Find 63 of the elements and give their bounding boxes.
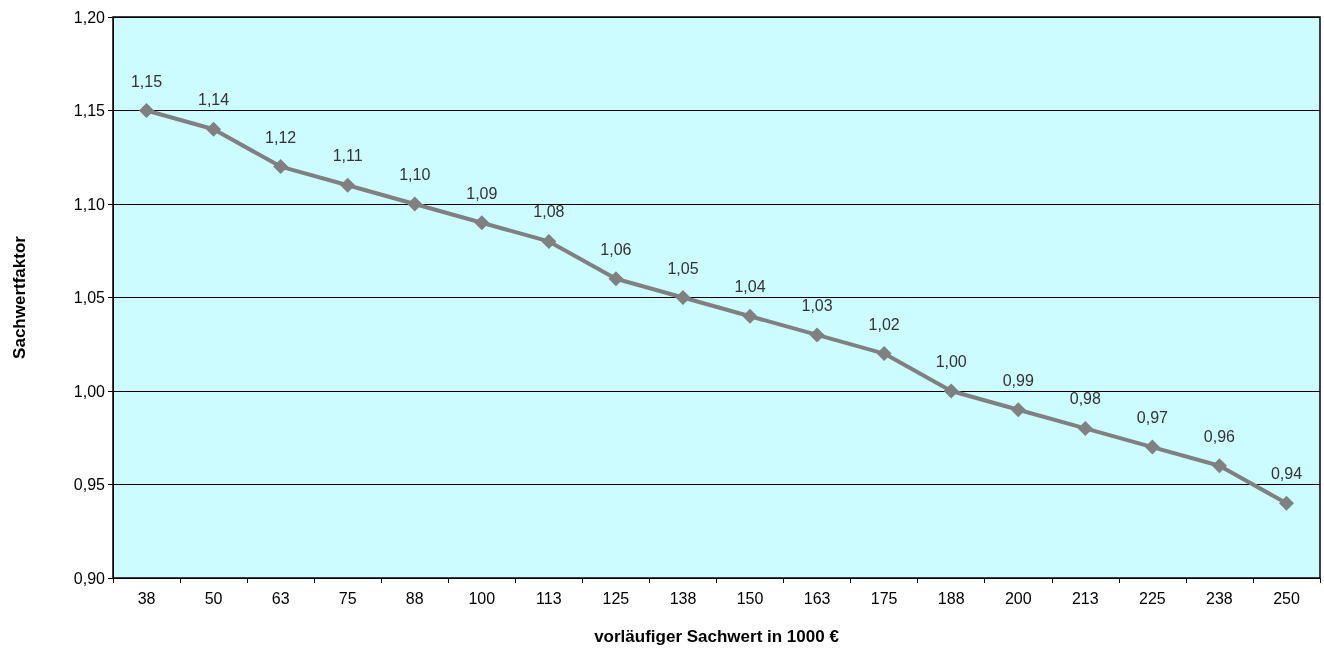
x-tick-label: 225 xyxy=(1139,589,1166,607)
point xyxy=(1211,458,1227,474)
data-label: 0,97 xyxy=(1136,409,1169,427)
x-tick-label: 113 xyxy=(536,589,562,607)
data-label: 1,15 xyxy=(130,72,163,90)
y-tick-label: 0,95 xyxy=(73,476,106,493)
x-tick-label: 250 xyxy=(1273,589,1300,607)
x-tick-label: 75 xyxy=(338,589,357,607)
point xyxy=(139,103,155,118)
data-label: 0,94 xyxy=(1270,465,1303,483)
point xyxy=(943,383,959,399)
x-tick-label: 200 xyxy=(1004,589,1032,607)
y-tick-label: 0,90 xyxy=(73,569,106,587)
point xyxy=(1278,495,1294,511)
y-tick-label: 1,15 xyxy=(73,102,106,119)
x-tick-label: 163 xyxy=(803,589,831,607)
point xyxy=(340,177,356,193)
x-tick-label: 38 xyxy=(137,589,156,607)
data-label: 0,99 xyxy=(1002,371,1034,389)
y-tick-label: 1,20 xyxy=(73,8,106,26)
y-axis-title: Sachwertfaktor xyxy=(10,235,29,359)
x-tick-label: 125 xyxy=(602,589,630,607)
data-label: 1,03 xyxy=(801,296,833,314)
x-tick-label: 175 xyxy=(870,589,898,607)
x-axis-title: vorläufiger Sachwert in 1000 € xyxy=(594,627,840,646)
data-label: 1,09 xyxy=(466,184,498,202)
data-label: 1,12 xyxy=(265,128,297,146)
y-tick-label: 1,10 xyxy=(73,195,106,213)
data-label: 1,14 xyxy=(198,91,230,109)
data-label: 1,08 xyxy=(533,203,565,221)
data-label: 1,06 xyxy=(600,240,632,258)
point xyxy=(675,290,691,305)
x-tick-label: 100 xyxy=(468,589,496,607)
data-label: 1,11 xyxy=(332,147,363,165)
y-tick-label: 1,00 xyxy=(73,382,106,400)
point xyxy=(474,215,490,231)
point xyxy=(206,121,222,137)
x-tick-label: 188 xyxy=(937,589,965,607)
point xyxy=(407,196,423,212)
x-tick-label: 150 xyxy=(736,589,764,607)
point xyxy=(1010,402,1026,418)
point xyxy=(541,233,557,249)
x-tick-label: 138 xyxy=(669,589,697,607)
point xyxy=(876,346,892,362)
point xyxy=(1077,420,1093,436)
data-label: 1,04 xyxy=(734,278,766,296)
point xyxy=(273,159,289,175)
data-label: 0,98 xyxy=(1069,390,1101,408)
x-tick-label: 213 xyxy=(1071,589,1099,607)
point xyxy=(809,327,825,343)
y-tick-label: 1,05 xyxy=(73,289,106,306)
data-label: 0,96 xyxy=(1203,427,1236,445)
data-label: 1,02 xyxy=(868,315,900,333)
x-tick-label: 88 xyxy=(405,589,424,607)
data-label: 1,10 xyxy=(399,166,431,183)
x-tick-label: 50 xyxy=(204,589,223,607)
data-label: 1,05 xyxy=(667,259,699,277)
x-tick-label: 63 xyxy=(271,589,290,607)
point xyxy=(1144,439,1160,455)
point xyxy=(608,271,624,287)
data-label: 1,00 xyxy=(935,353,967,370)
x-tick-label: 238 xyxy=(1206,589,1233,607)
point xyxy=(742,308,758,324)
